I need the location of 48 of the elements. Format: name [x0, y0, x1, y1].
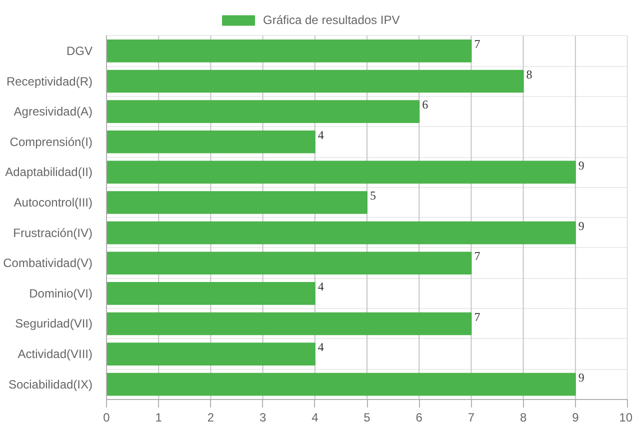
x-tick-label: 3 — [259, 410, 266, 424]
x-tick-label: 7 — [468, 410, 475, 424]
data-label: 7 — [474, 310, 480, 324]
data-label: 9 — [578, 158, 584, 172]
y-tick-label: Receptividad(R) — [6, 74, 93, 88]
data-label: 7 — [474, 249, 480, 264]
y-tick-label: Sociabilidad(IX) — [8, 377, 93, 392]
y-tick-label: Agresividad(A) — [14, 104, 93, 119]
x-tick-label: 10 — [619, 410, 633, 424]
data-label: 4 — [318, 280, 324, 294]
bar — [106, 312, 472, 336]
bar — [106, 191, 368, 214]
y-tick-label: Actividad(VIII) — [18, 347, 93, 362]
bar — [106, 372, 576, 396]
bar — [106, 282, 316, 305]
y-tick-label: Adaptabilidad(II) — [5, 165, 93, 180]
y-tick-label: Comprensión(I) — [10, 134, 93, 149]
data-label: 4 — [318, 128, 324, 142]
y-tick-label: Autocontrol(III) — [14, 196, 93, 210]
x-tick-label: 6 — [416, 410, 423, 424]
x-tick-label: 2 — [207, 410, 214, 424]
bar — [106, 221, 576, 244]
bar — [106, 70, 524, 93]
bar — [106, 130, 316, 154]
y-tick-label: Frustración(IV) — [13, 226, 93, 240]
x-tick-label: 9 — [572, 410, 580, 424]
x-tick-label: 0 — [103, 410, 110, 424]
y-tick-label: DGV — [66, 44, 93, 58]
bar — [106, 160, 576, 184]
data-label: 6 — [422, 98, 428, 112]
bar — [106, 40, 472, 62]
data-label: 5 — [370, 188, 376, 203]
data-label: 9 — [578, 370, 584, 384]
y-tick-label: Combatividad(V) — [3, 256, 93, 270]
legend-label: Gráfica de resultados IPV — [263, 13, 400, 27]
data-label: 4 — [318, 340, 324, 354]
y-tick-label: Dominio(VI) — [29, 286, 93, 300]
x-tick-label: 8 — [520, 410, 527, 424]
data-label: 7 — [474, 37, 480, 52]
bar — [106, 100, 420, 123]
data-label: 9 — [578, 218, 584, 233]
x-tick-label: 1 — [155, 410, 162, 424]
y-tick-label: Seguridad(VII) — [15, 316, 93, 331]
data-label: 8 — [526, 67, 532, 82]
x-tick-label: 5 — [364, 410, 371, 424]
bar — [106, 342, 316, 366]
bar — [106, 252, 472, 275]
x-tick-label: 4 — [312, 410, 319, 424]
